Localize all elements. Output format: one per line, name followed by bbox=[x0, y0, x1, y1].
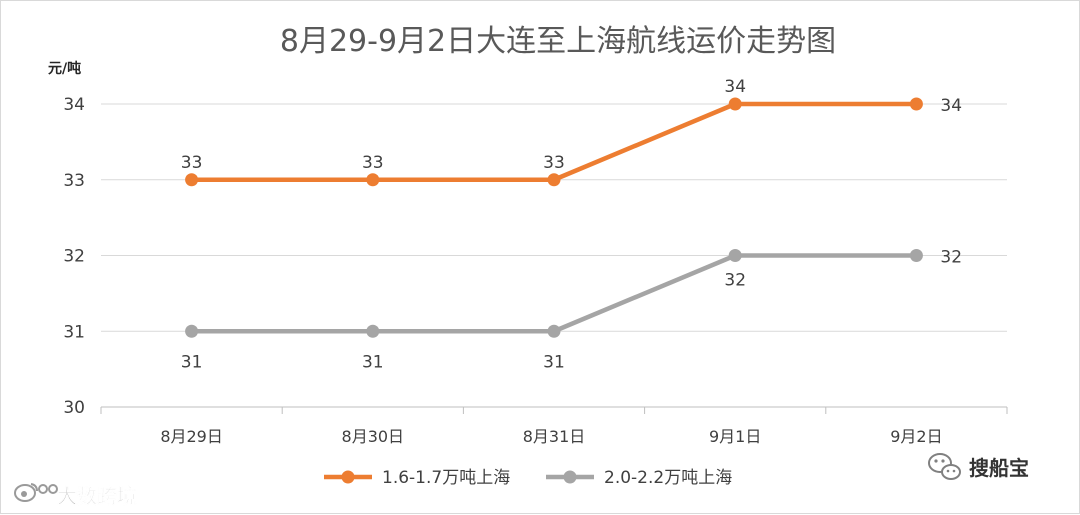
data-point bbox=[909, 97, 923, 111]
data-label: 34 bbox=[724, 77, 746, 97]
data-point bbox=[728, 249, 742, 262]
x-axis: 8月29日 8月30日 8月31日 9月1日 9月2日 bbox=[100, 407, 1008, 446]
data-point bbox=[728, 97, 742, 111]
data-label: 33 bbox=[181, 153, 203, 173]
x-tick-label: 9月1日 bbox=[709, 427, 761, 446]
data-label: 34 bbox=[940, 96, 962, 116]
watermark-left: 大数跨境 bbox=[14, 483, 137, 508]
y-tick-label: 31 bbox=[63, 322, 85, 342]
y-tick-label: 32 bbox=[63, 247, 85, 267]
data-label: 32 bbox=[724, 271, 746, 291]
y-axis-ticks: 30 31 32 33 34 bbox=[63, 95, 85, 418]
data-label: 33 bbox=[362, 153, 384, 173]
x-tick-label: 8月29日 bbox=[160, 427, 223, 446]
data-point bbox=[185, 324, 199, 338]
watermark-right-text: 搜船宝 bbox=[969, 456, 1029, 480]
data-point bbox=[185, 173, 199, 187]
data-label: 31 bbox=[543, 352, 565, 372]
y-tick-label: 33 bbox=[63, 171, 85, 191]
data-point bbox=[366, 173, 380, 187]
data-point bbox=[547, 173, 561, 187]
weibo-logo-icon bbox=[14, 483, 58, 502]
wechat-logo-icon bbox=[928, 453, 961, 480]
x-tick-label: 8月31日 bbox=[523, 427, 586, 446]
legend-label: 2.0-2.2万吨上海 bbox=[604, 468, 732, 488]
data-label: 31 bbox=[362, 352, 384, 372]
legend-label: 1.6-1.7万吨上海 bbox=[382, 468, 510, 488]
data-label: 32 bbox=[940, 248, 962, 268]
watermark-left-text: 大数跨境 bbox=[57, 484, 137, 508]
legend: 1.6-1.7万吨上海 2.0-2.2万吨上海 bbox=[324, 468, 732, 488]
x-tick-label: 9月2日 bbox=[890, 427, 942, 446]
series-line bbox=[189, 253, 919, 334]
data-label: 33 bbox=[543, 153, 565, 173]
watermark-right: 搜船宝 bbox=[928, 453, 1029, 480]
y-tick-label: 30 bbox=[63, 398, 85, 418]
legend-swatch-marker bbox=[563, 470, 577, 484]
data-point bbox=[547, 324, 561, 338]
data-point bbox=[909, 249, 923, 262]
data-point bbox=[366, 324, 380, 338]
series-layer: 33 33 33 34 34 31 31 31 32 32 bbox=[181, 77, 962, 372]
chart-title: 8月29-9月2日大连至上海航线运价走势图 bbox=[280, 24, 836, 59]
y-axis-unit-label: 元/吨 bbox=[48, 60, 81, 77]
data-label: 31 bbox=[181, 352, 203, 372]
y-tick-label: 34 bbox=[63, 95, 85, 115]
legend-swatch-marker bbox=[341, 470, 355, 484]
x-tick-label: 8月30日 bbox=[342, 427, 405, 446]
